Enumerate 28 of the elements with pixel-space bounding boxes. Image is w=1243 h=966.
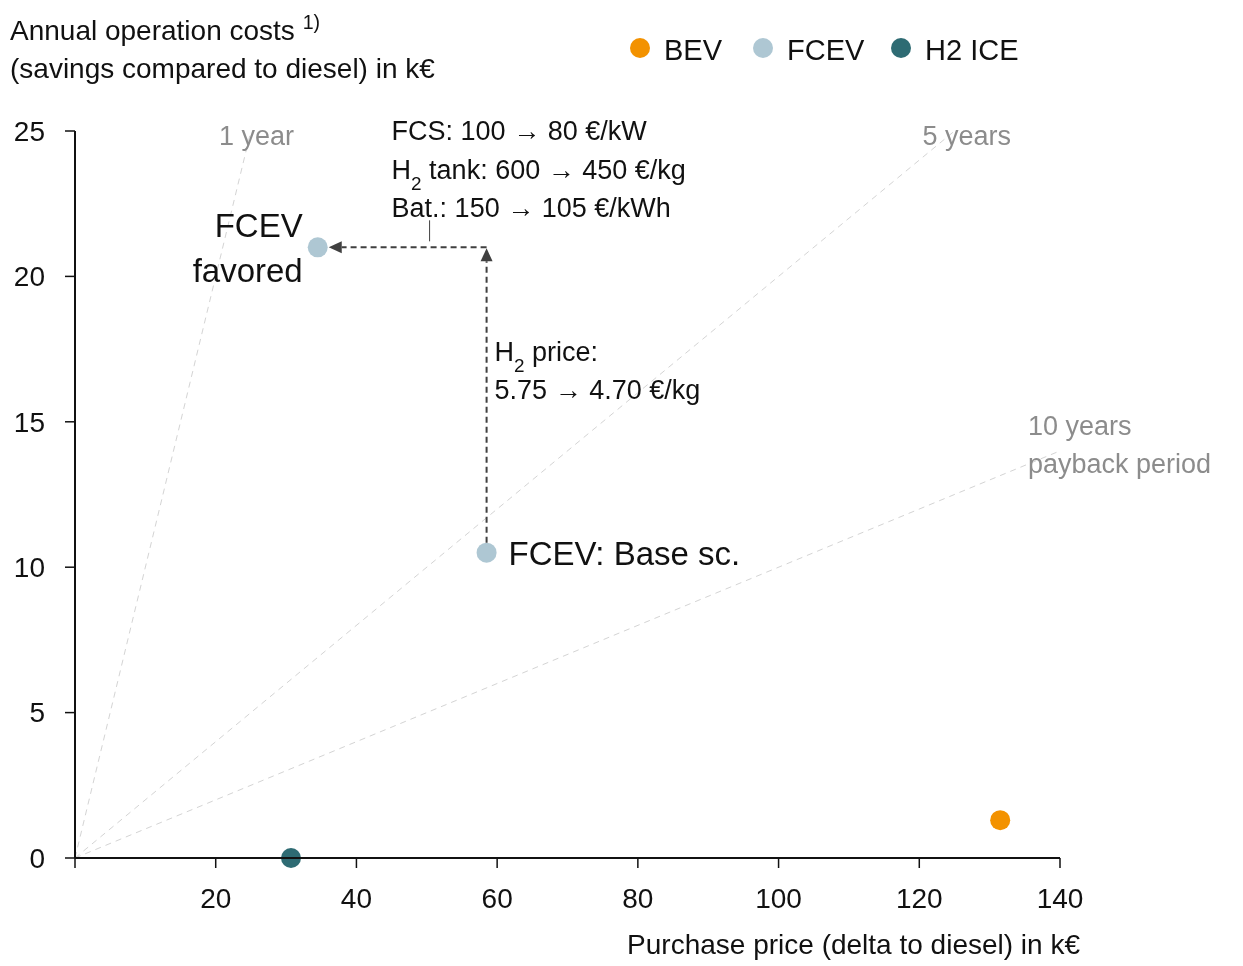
x-tick-label: 40 [340, 883, 373, 914]
annotation: 5.75 → 4.70 €/kg [494, 375, 701, 406]
x-tick-label: 20 [200, 883, 232, 914]
annotation: H$_{2}$ tank: 600 → 450 €/kg [391, 155, 686, 194]
annotation: FCEV favored [192, 207, 303, 290]
y-tick-label: 10 [13, 552, 45, 583]
x-tick-label: 80 [622, 883, 654, 914]
y-tick-label: 0 [29, 842, 45, 874]
x-axis-title: Purchase price (delta to diesel) in k€ [627, 929, 1081, 960]
legend-label: FCEV [787, 34, 865, 66]
series-label: 10 years payback period [1028, 410, 1212, 479]
x-tick-label: 100 [755, 883, 802, 914]
y-tick-label: 15 [13, 406, 45, 438]
series-label: 1 year [218, 121, 294, 151]
x-tick-label: 60 [481, 883, 513, 914]
annotation: H$_{2}$ price: [494, 337, 599, 376]
x-tick-label: 120 [895, 883, 943, 914]
y-axis-title: Annual operation costs $^{1)}$ (savings compared to diesel) in k€ [10, 11, 436, 84]
x-tick-label: 140 [1036, 883, 1084, 914]
legend-label: H2 ICE [925, 34, 1019, 66]
series-label: 5 years [922, 121, 1012, 151]
y-tick-label: 5 [29, 697, 45, 729]
y-tick-label: 20 [13, 261, 45, 293]
legend-label: BEV [664, 34, 723, 66]
annotation: Bat.: 150 → 105 €/kWh [391, 193, 671, 224]
annotation: FCEV: Base sc. [508, 534, 741, 572]
y-tick-label: 25 [13, 115, 45, 147]
annotation: FCS: 100 → 80 €/kW [391, 116, 648, 147]
